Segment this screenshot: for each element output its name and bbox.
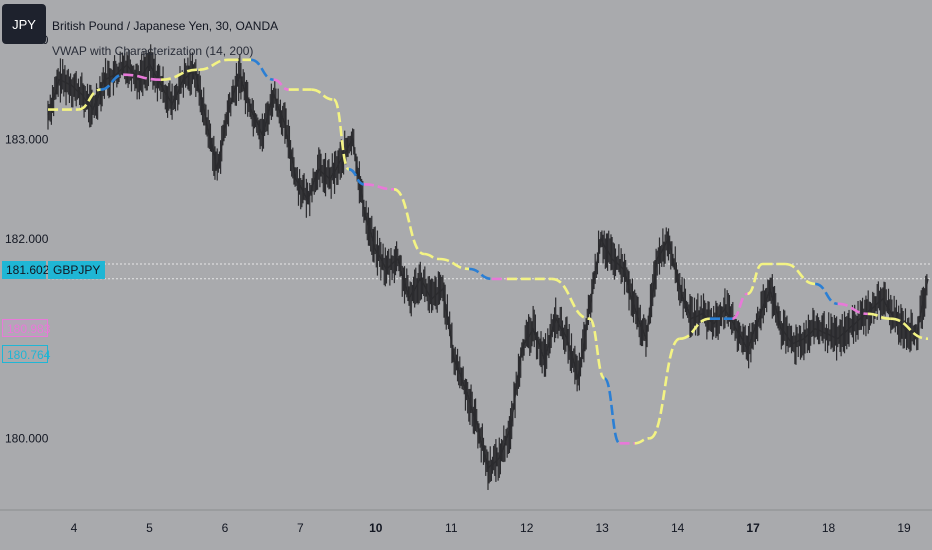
vwap-segment: [469, 267, 492, 281]
time-tick-label: 4: [71, 521, 78, 535]
time-tick-label: 13: [596, 521, 610, 535]
vwap-segment: [634, 437, 650, 445]
time-axis[interactable]: 4 5 6 7 10 11 12 13 14 17 18 19: [0, 509, 932, 535]
indicator-legend[interactable]: VWAP with Characterization (14, 200): [52, 44, 254, 58]
vwap-segment: [250, 58, 274, 81]
symbol-badge[interactable]: JPY: [2, 4, 46, 44]
vwap-segment: [439, 257, 470, 271]
time-tick-label: 10: [369, 521, 383, 535]
price-series: [47, 44, 929, 490]
vwap-segment: [311, 88, 334, 101]
price-tick-label: 182.000: [5, 232, 49, 246]
vwap-segment: [160, 68, 199, 81]
time-tick-label: 6: [222, 521, 229, 535]
vwap-segment: [100, 73, 124, 91]
vwap-segment: [198, 58, 229, 71]
vwap-segment: [867, 312, 891, 320]
vwap-segment: [123, 73, 161, 81]
vwap-segment: [363, 183, 395, 191]
vwap-segment: [273, 78, 289, 91]
vwap-segment: [649, 337, 681, 440]
vwap-segment: [731, 292, 748, 320]
vwap-segment: [890, 317, 929, 340]
vwap-segment: [588, 317, 606, 380]
current-price-tag: 181.602: [2, 261, 49, 279]
vwap-lower-tag: 180.764: [2, 345, 50, 363]
price-line: [47, 63, 929, 470]
vwap-segment: [551, 277, 590, 320]
price-tick-label: 180.000: [5, 431, 49, 445]
time-tick-label: 18: [822, 521, 836, 535]
vwap-segment: [746, 262, 764, 296]
time-tick-label: 17: [746, 521, 760, 535]
vwap-segment: [784, 262, 816, 286]
price-tick-label: 183.000: [5, 132, 49, 146]
time-tick-label: 14: [671, 521, 685, 535]
vwap-segment: [348, 168, 365, 186]
chart-title[interactable]: British Pound / Japanese Yen, 30, OANDA: [52, 19, 279, 33]
time-tick-label: 7: [297, 521, 304, 535]
symbol-price-tag: GBPJPY: [48, 261, 106, 279]
vwap-segment: [393, 188, 425, 256]
vwap-segment: [77, 88, 101, 111]
vwap-segment: [814, 282, 838, 306]
time-tick-label: 11: [445, 521, 458, 535]
time-tick-label: 19: [897, 521, 911, 535]
time-tick-label: 12: [520, 521, 534, 535]
vwap-upper-tag: 180.983: [2, 319, 50, 337]
vwap-segment: [837, 302, 868, 316]
vwap-series: [48, 58, 929, 445]
vwap-segment: [332, 98, 351, 171]
symbol-badge-label: JPY: [12, 16, 36, 32]
vwap-segment: [603, 377, 621, 445]
vwap-segment: [424, 252, 440, 261]
vwap-segment: [679, 317, 711, 340]
time-tick-label: 5: [146, 521, 153, 535]
